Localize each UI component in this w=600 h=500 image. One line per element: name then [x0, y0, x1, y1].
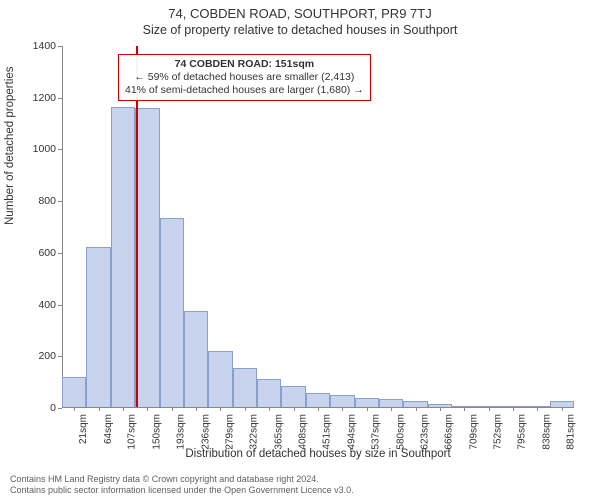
histogram-bar	[306, 393, 330, 407]
x-tick-mark	[196, 407, 197, 411]
x-tick-label: 279sqm	[224, 414, 235, 450]
footer-line-2: Contains public sector information licen…	[10, 485, 354, 496]
plot-area: 020040060080010001200140021sqm64sqm107sq…	[62, 46, 574, 408]
x-tick-label: 150sqm	[151, 414, 162, 450]
histogram-bar	[111, 107, 135, 407]
chart-subtitle: Size of property relative to detached ho…	[0, 21, 600, 37]
y-tick-mark	[58, 46, 62, 47]
footer-attribution: Contains HM Land Registry data © Crown c…	[10, 474, 354, 496]
histogram-bar	[86, 247, 110, 407]
histogram-bar	[281, 386, 305, 407]
histogram-bar	[160, 218, 184, 407]
histogram-bar	[184, 311, 208, 407]
x-tick-label: 537sqm	[371, 414, 382, 450]
histogram-bar	[257, 379, 281, 407]
x-tick-mark	[489, 407, 490, 411]
x-tick-mark	[562, 407, 563, 411]
histogram-bar	[135, 108, 159, 407]
annotation-line-2: ← 59% of detached houses are smaller (2,…	[125, 71, 364, 84]
y-tick-mark	[58, 98, 62, 99]
y-tick-mark	[58, 253, 62, 254]
chart-title: 74, COBDEN ROAD, SOUTHPORT, PR9 7TJ	[0, 0, 600, 21]
x-tick-label: 365sqm	[273, 414, 284, 450]
y-tick-mark	[58, 408, 62, 409]
x-tick-mark	[245, 407, 246, 411]
x-tick-label: 881sqm	[566, 414, 577, 450]
x-tick-label: 236sqm	[200, 414, 211, 450]
x-tick-mark	[123, 407, 124, 411]
chart-container: 74, COBDEN ROAD, SOUTHPORT, PR9 7TJ Size…	[0, 0, 600, 500]
y-tick-label: 0	[22, 402, 56, 414]
x-tick-label: 64sqm	[103, 414, 114, 444]
x-tick-mark	[220, 407, 221, 411]
x-tick-mark	[464, 407, 465, 411]
x-tick-mark	[318, 407, 319, 411]
annotation-box: 74 COBDEN ROAD: 151sqm← 59% of detached …	[118, 54, 371, 101]
y-tick-label: 400	[22, 299, 56, 311]
histogram-bar	[208, 351, 232, 407]
histogram-bar	[379, 399, 403, 407]
x-tick-label: 107sqm	[127, 414, 138, 450]
x-tick-mark	[269, 407, 270, 411]
x-tick-mark	[342, 407, 343, 411]
x-tick-label: 451sqm	[322, 414, 333, 450]
footer-line-1: Contains HM Land Registry data © Crown c…	[10, 474, 354, 485]
annotation-line-1: 74 COBDEN ROAD: 151sqm	[125, 58, 364, 71]
x-tick-mark	[172, 407, 173, 411]
x-tick-mark	[147, 407, 148, 411]
x-tick-label: 494sqm	[346, 414, 357, 450]
y-tick-label: 1200	[22, 92, 56, 104]
y-tick-label: 200	[22, 350, 56, 362]
x-tick-mark	[391, 407, 392, 411]
histogram-bar	[330, 395, 354, 407]
x-tick-label: 580sqm	[395, 414, 406, 450]
x-tick-mark	[513, 407, 514, 411]
x-tick-label: 408sqm	[298, 414, 309, 450]
x-tick-label: 752sqm	[493, 414, 504, 450]
y-tick-mark	[58, 201, 62, 202]
y-tick-mark	[58, 356, 62, 357]
y-tick-mark	[58, 305, 62, 306]
x-tick-label: 838sqm	[541, 414, 552, 450]
x-tick-mark	[440, 407, 441, 411]
histogram-bar	[62, 377, 86, 407]
x-tick-label: 322sqm	[249, 414, 260, 450]
y-tick-label: 1400	[22, 40, 56, 52]
histogram-bar	[355, 398, 379, 407]
x-tick-label: 623sqm	[420, 414, 431, 450]
y-tick-label: 1000	[22, 143, 56, 155]
x-tick-label: 193sqm	[176, 414, 187, 450]
x-tick-mark	[74, 407, 75, 411]
x-tick-mark	[294, 407, 295, 411]
x-tick-mark	[99, 407, 100, 411]
x-tick-label: 795sqm	[517, 414, 528, 450]
x-tick-label: 21sqm	[78, 414, 89, 444]
annotation-line-3: 41% of semi-detached houses are larger (…	[125, 84, 364, 97]
y-tick-mark	[58, 149, 62, 150]
y-tick-label: 800	[22, 195, 56, 207]
histogram-bar	[233, 368, 257, 407]
x-axis-label: Distribution of detached houses by size …	[62, 448, 574, 460]
x-tick-mark	[416, 407, 417, 411]
x-tick-mark	[537, 407, 538, 411]
x-tick-label: 709sqm	[468, 414, 479, 450]
y-axis-line	[62, 46, 63, 407]
y-tick-label: 600	[22, 247, 56, 259]
x-tick-label: 666sqm	[444, 414, 455, 450]
x-tick-mark	[367, 407, 368, 411]
y-axis-label: Number of detached properties	[4, 66, 16, 225]
